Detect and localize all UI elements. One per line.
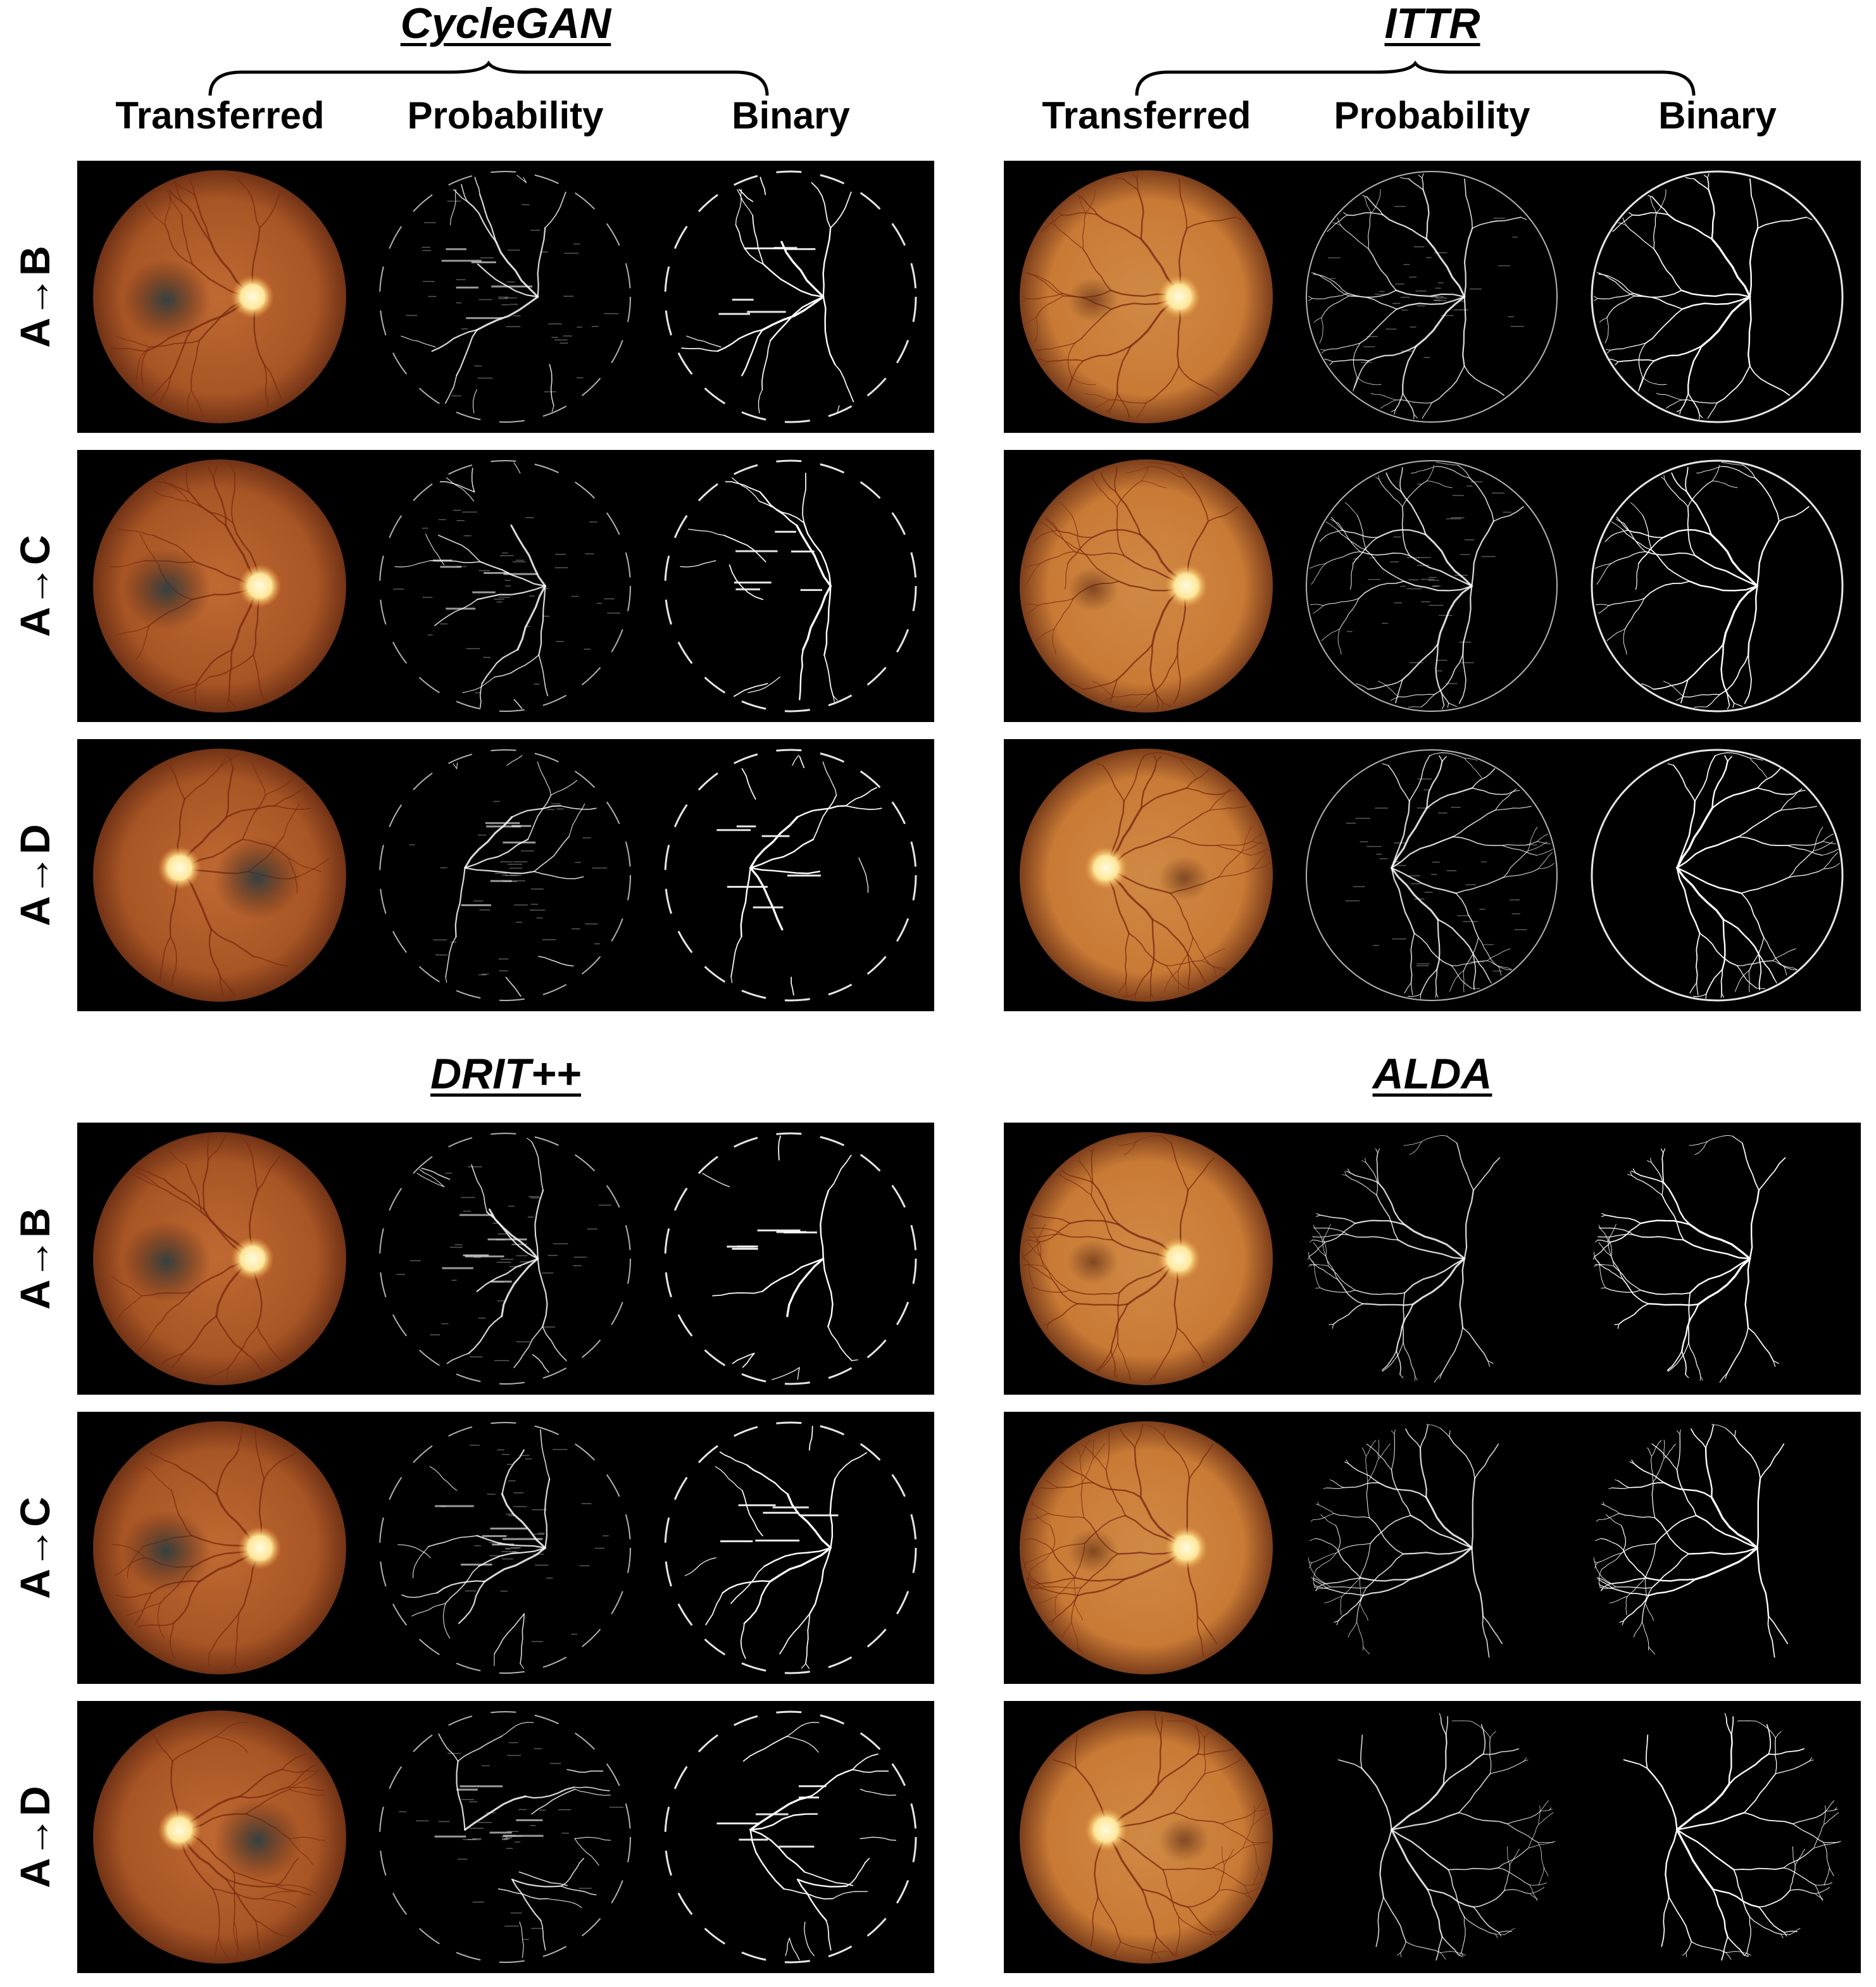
fundus-image xyxy=(93,1132,346,1385)
fundus-image xyxy=(93,170,346,423)
probability-map xyxy=(379,1422,631,1674)
method-title: DRIT++ xyxy=(430,1050,582,1098)
panel-figure xyxy=(1020,1710,1841,1964)
panel-figure xyxy=(1020,1421,1789,1674)
panel-figure xyxy=(93,1132,917,1385)
panel-row xyxy=(1004,450,1861,722)
method-title: CycleGAN xyxy=(400,0,611,47)
probability-map xyxy=(1308,1424,1503,1658)
panel-figure xyxy=(1020,1132,1786,1385)
probability-map xyxy=(379,749,631,1001)
row-label-a-d: A→D xyxy=(11,1786,58,1888)
column-header-probability: Probability xyxy=(407,94,604,137)
brace-decoration xyxy=(1135,60,1696,96)
panel-row xyxy=(77,1412,934,1684)
binary-map xyxy=(664,1421,917,1674)
row-label-a-c: A→C xyxy=(11,535,58,637)
panel-row xyxy=(77,1701,934,1973)
row-label-a-d: A→D xyxy=(11,824,58,926)
binary-map xyxy=(1591,459,1844,713)
binary-map xyxy=(664,170,917,423)
probability-map xyxy=(1306,749,1558,1001)
binary-map xyxy=(1592,1135,1786,1383)
column-header-binary: Binary xyxy=(732,94,850,137)
row-label-a-c: A→C xyxy=(11,1497,58,1599)
column-header-probability: Probability xyxy=(1334,94,1530,137)
panel-figure xyxy=(93,749,917,1002)
fundus-image xyxy=(1020,1132,1273,1385)
column-header-transferred: Transferred xyxy=(1042,94,1251,137)
column-header-transferred: Transferred xyxy=(115,94,325,137)
fundus-image xyxy=(93,1421,346,1674)
probability-map xyxy=(1306,171,1558,423)
panel-row xyxy=(1004,739,1861,1011)
panel-row xyxy=(77,450,934,722)
fundus-image xyxy=(1020,459,1273,713)
fundus-image xyxy=(1020,749,1273,1002)
binary-map xyxy=(664,1710,917,1964)
binary-map xyxy=(1591,749,1844,1002)
binary-map xyxy=(664,459,917,713)
probability-map xyxy=(379,460,631,712)
row-label-a-b: A→B xyxy=(11,1207,58,1310)
probability-map xyxy=(1307,1135,1501,1383)
quadrant-drit: DRIT++ xyxy=(77,1050,934,1987)
panel-figure xyxy=(1020,459,1844,713)
panel-row xyxy=(77,1123,934,1395)
panel-figure xyxy=(93,1421,917,1674)
panel-figure xyxy=(93,459,917,713)
panel-row xyxy=(1004,161,1861,433)
probability-map xyxy=(379,171,631,423)
probability-map xyxy=(1306,460,1558,712)
fundus-image xyxy=(93,459,346,713)
panel-row xyxy=(1004,1412,1861,1684)
binary-map xyxy=(664,1132,917,1385)
row-label-a-b: A→B xyxy=(11,246,58,348)
quadrant-ittr: ITTR Transferred Probability Binary xyxy=(1004,0,1861,1012)
panel-figure xyxy=(93,1710,917,1964)
column-header-binary: Binary xyxy=(1658,94,1777,137)
fundus-image xyxy=(1020,170,1273,423)
binary-map xyxy=(1593,1424,1789,1658)
binary-map xyxy=(1591,170,1844,423)
panel-row xyxy=(1004,1701,1861,1973)
binary-map xyxy=(664,749,917,1002)
binary-map xyxy=(1623,1712,1841,1961)
fundus-image xyxy=(1020,1710,1273,1964)
probability-map xyxy=(379,1711,631,1963)
panel-row xyxy=(77,161,934,433)
method-title: ITTR xyxy=(1384,0,1480,47)
quadrant-cyclegan: CycleGAN Transferred Probability Binary xyxy=(77,0,934,1012)
probability-map xyxy=(1337,1713,1556,1961)
panel-row xyxy=(77,739,934,1011)
method-title: ALDA xyxy=(1372,1050,1492,1098)
panel-row xyxy=(1004,1123,1861,1395)
panel-figure xyxy=(1020,749,1844,1002)
brace-decoration xyxy=(208,60,769,96)
quadrant-alda: ALDA xyxy=(1004,1050,1861,1987)
panel-figure xyxy=(93,170,917,423)
panel-figure xyxy=(1020,170,1844,423)
probability-map xyxy=(379,1133,631,1385)
fundus-image xyxy=(1020,1421,1273,1674)
